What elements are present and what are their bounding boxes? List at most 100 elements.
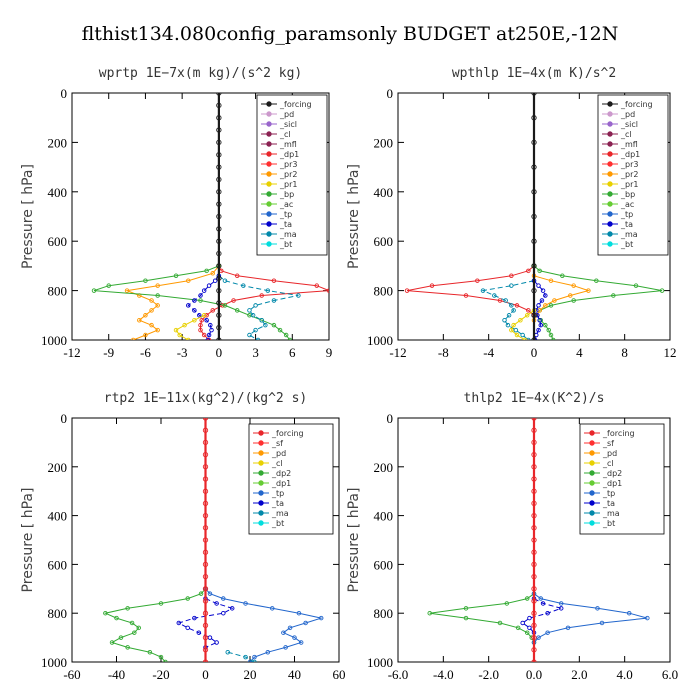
data-point <box>586 288 591 293</box>
y-tick-label: 1000 <box>41 333 67 348</box>
data-point <box>509 283 514 288</box>
legend-marker <box>266 141 272 147</box>
data-point <box>277 327 283 333</box>
data-point <box>214 640 219 645</box>
data-point <box>155 283 160 288</box>
x-tick-label: 12 <box>664 345 677 360</box>
data-point <box>186 303 191 308</box>
legend-marker <box>266 111 272 117</box>
data-point <box>527 615 532 621</box>
y-tick-label: 400 <box>48 185 68 200</box>
series-line <box>533 280 546 340</box>
data-point <box>492 293 497 298</box>
data-point <box>548 303 554 308</box>
data-point <box>253 327 258 333</box>
data-point <box>509 273 514 279</box>
legend-label: _pr2 <box>279 170 297 179</box>
x-tick-label: -8 <box>438 345 449 360</box>
data-point <box>155 327 160 333</box>
data-point <box>202 427 209 433</box>
data-point <box>222 303 228 308</box>
data-point <box>531 337 537 340</box>
data-point <box>560 273 565 279</box>
legend-marker <box>266 171 272 177</box>
legend-marker <box>258 460 264 466</box>
figure-title: flthist134.080config_paramsonly BUDGET a… <box>82 23 619 45</box>
data-point <box>202 598 209 604</box>
legend-marker <box>258 440 264 446</box>
series-line <box>205 588 324 662</box>
legend-label: _forcing <box>620 100 653 109</box>
legend-marker <box>607 131 613 137</box>
data-point <box>106 283 111 288</box>
data-point <box>545 630 550 635</box>
y-tick-label: 800 <box>48 606 68 621</box>
data-point <box>208 322 213 328</box>
data-point <box>263 322 268 328</box>
data-point <box>509 303 514 308</box>
data-point <box>314 283 320 288</box>
data-point <box>518 317 523 323</box>
data-point <box>271 278 277 283</box>
legend-marker <box>266 241 272 247</box>
data-point <box>129 620 135 626</box>
data-point <box>463 606 469 611</box>
data-point <box>531 427 537 433</box>
data-point <box>197 313 202 318</box>
data-point <box>522 337 528 340</box>
data-point <box>270 606 275 611</box>
data-point <box>114 615 119 621</box>
y-tick-label: 200 <box>374 135 394 150</box>
legend-label: _pr1 <box>620 180 638 189</box>
data-point <box>192 308 197 313</box>
data-point <box>531 93 537 96</box>
legend-label: _bt <box>271 519 284 528</box>
data-point <box>531 598 537 604</box>
legend-label: _ac <box>620 200 634 209</box>
x-tick-label: 60 <box>333 667 346 682</box>
legend-label: _sicl <box>279 120 297 129</box>
data-point <box>543 303 548 308</box>
data-point <box>537 317 542 323</box>
series-line <box>481 280 535 340</box>
data-point <box>536 635 541 640</box>
legend-marker <box>266 181 272 187</box>
x-tick-label: 4 <box>576 345 583 360</box>
data-point <box>231 298 236 303</box>
legend-marker <box>607 181 613 187</box>
legend-label: _tp <box>602 489 615 498</box>
legend-label: _dp2 <box>602 469 622 478</box>
data-point <box>552 298 557 303</box>
data-point <box>531 139 537 146</box>
data-point <box>255 337 261 340</box>
data-point <box>222 278 228 283</box>
data-point <box>202 622 209 629</box>
data-point <box>513 327 519 333</box>
data-point <box>515 625 521 631</box>
panel-title: wprtp 1E−7x(m kg)/(s^2 kg) <box>99 66 303 81</box>
legend-marker <box>589 460 595 466</box>
data-point <box>531 439 537 446</box>
data-point <box>546 327 551 333</box>
data-point <box>568 293 573 298</box>
data-point <box>206 332 212 338</box>
series-line <box>103 588 206 662</box>
legend-marker <box>589 440 595 446</box>
data-point <box>202 549 209 555</box>
data-point <box>504 601 510 606</box>
data-point <box>216 226 222 232</box>
data-point <box>202 418 209 421</box>
data-point <box>216 164 222 170</box>
data-point <box>155 303 160 308</box>
series-line <box>218 275 299 340</box>
data-point <box>247 332 252 338</box>
data-point <box>196 630 202 635</box>
data-point <box>118 635 124 640</box>
data-point <box>205 337 211 340</box>
data-point <box>216 201 222 207</box>
data-point <box>229 606 235 611</box>
legend-label: _cl <box>271 459 283 468</box>
x-tick-label: -20 <box>152 667 169 682</box>
legend-marker <box>607 201 613 207</box>
data-point <box>206 283 212 288</box>
